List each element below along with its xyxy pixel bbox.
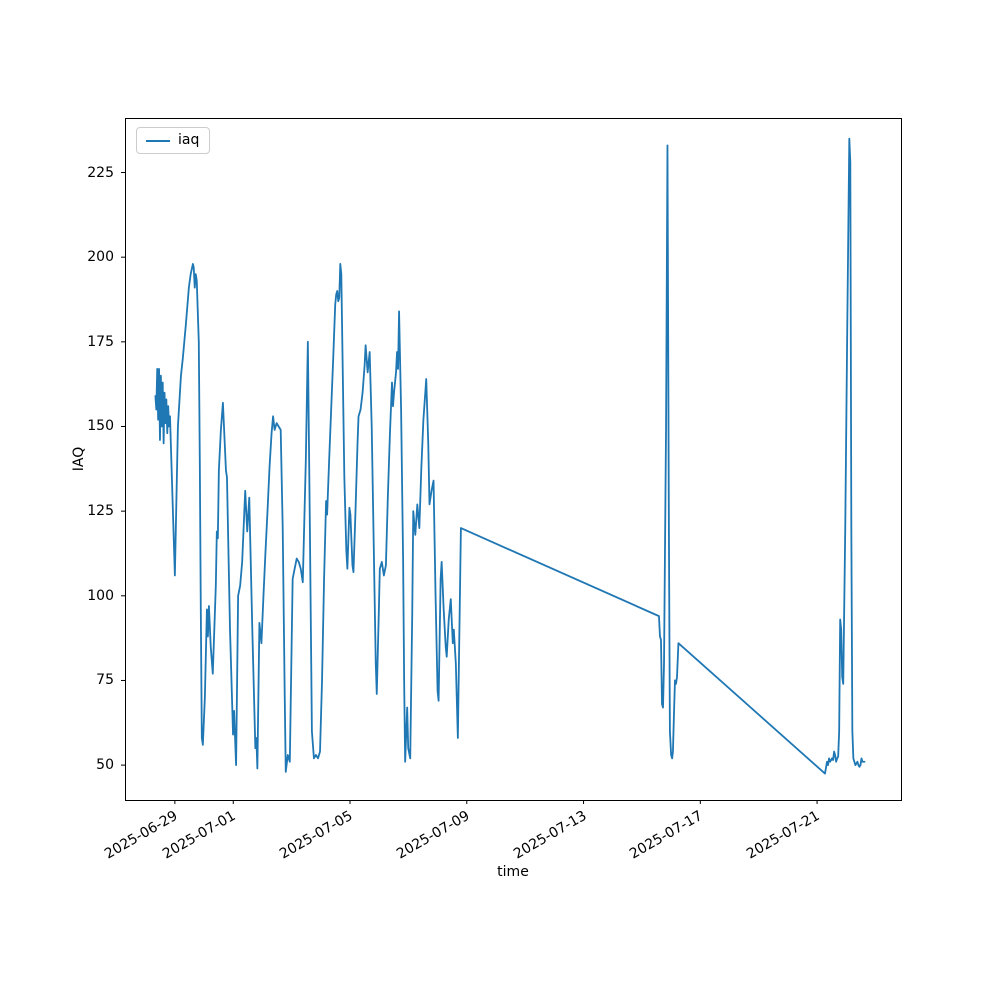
y-tick-label: 150	[87, 418, 114, 435]
line-series-iaq	[154, 137, 866, 775]
plot-border	[125, 118, 902, 801]
y-tick-label: 100	[87, 587, 114, 604]
x-axis-label: time	[497, 864, 529, 880]
y-tick-label: 225	[87, 164, 114, 181]
y-axis-label: IAQ	[71, 446, 87, 472]
plot-area: iaq	[125, 118, 901, 800]
legend-label: iaq	[178, 132, 200, 148]
legend: iaq	[136, 127, 211, 154]
legend-line-sample-icon	[146, 139, 170, 142]
y-tick-label: 50	[96, 757, 114, 774]
y-tick-label: 75	[96, 672, 114, 689]
y-tick-label: 125	[87, 503, 114, 520]
y-tick-label: 175	[87, 333, 114, 350]
y-tick-label: 200	[87, 249, 114, 266]
